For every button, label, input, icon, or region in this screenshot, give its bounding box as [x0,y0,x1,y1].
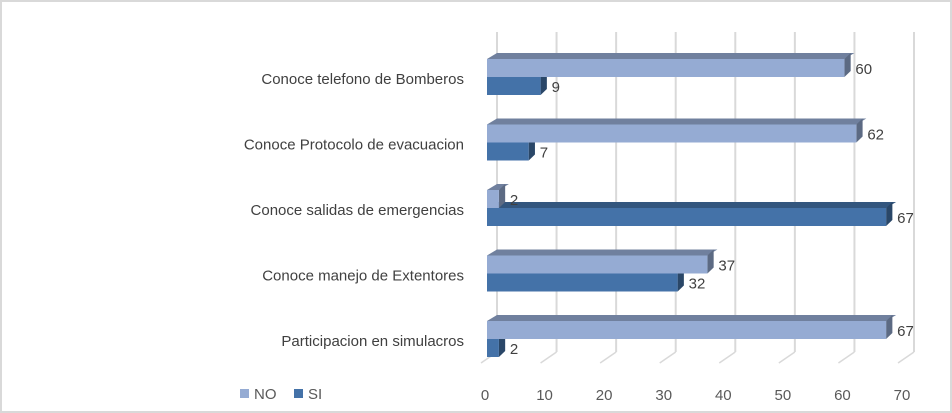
bar-si [487,208,887,226]
x-tick-label: 50 [775,387,792,404]
floor-gridline [838,351,855,364]
bar-top-face [487,118,867,125]
legend-label: SI [308,386,322,403]
category-label: Conoce manejo de Extentores [262,268,464,285]
bar-no [487,124,857,143]
bar-side-face [856,118,863,143]
floor-gridline [540,351,557,364]
data-label: 7 [540,145,548,162]
legend: NO SI [240,386,322,403]
bar-no [487,321,887,339]
category-label: Conoce salidas de emergencias [251,202,464,219]
data-label: 60 [855,61,872,78]
floor-gridline [659,351,677,364]
x-tick-label: 40 [715,387,732,404]
x-tick-label: 70 [894,387,911,404]
category-label: Participacion en simulacros [281,333,464,350]
legend-label: NO [254,386,277,403]
bars [487,53,897,357]
data-labels: 9 60 7 62 67 2 32 37 2 67 [510,61,914,358]
data-label: 62 [867,127,884,144]
bar-top-face [487,249,718,256]
floor-gridline [897,351,915,364]
bar-si [487,142,529,161]
data-label: 37 [718,258,735,275]
bar-top-face [487,53,855,59]
floor-gridline [778,351,796,364]
category-labels: Conoce telefono de Bomberos Conoce Protoc… [244,71,464,350]
data-label: 2 [510,192,518,209]
legend-swatch-si [294,389,303,398]
bar-si [487,77,541,95]
bar-no [487,59,845,77]
bar-top-face [487,184,509,190]
x-tick-label: 10 [536,387,553,404]
bar-side-face [844,53,851,77]
x-tick-label: 20 [596,387,613,404]
bar-top-face [487,315,897,321]
bar-side-face [886,202,893,226]
floor-gridline [718,351,736,364]
floor-gridline [599,351,617,364]
x-tick-label: 0 [481,387,489,404]
category-label: Conoce Protocolo de evacuacion [244,137,464,154]
data-label: 9 [552,79,560,96]
data-label: 32 [689,276,706,293]
bar-side-face [886,315,893,339]
bar-si [487,273,678,292]
legend-swatch-no [240,389,249,398]
category-label: Conoce telefono de Bomberos [261,71,464,88]
bar-top-face [487,202,897,208]
bar-si [487,339,499,357]
data-label: 67 [897,210,914,227]
data-label: 67 [897,323,914,340]
x-tick-label: 60 [834,387,851,404]
bar-no [487,190,499,208]
bar-side-face [707,249,714,274]
x-axis-ticks: 0 10 20 30 40 50 60 70 [481,387,911,404]
bar-no [487,255,708,274]
x-tick-label: 30 [655,387,672,404]
bar-side-face [498,184,506,208]
data-label: 2 [510,341,518,358]
